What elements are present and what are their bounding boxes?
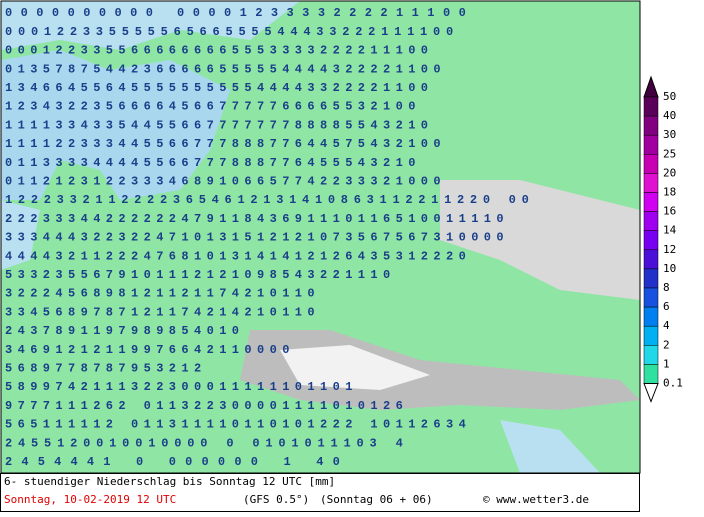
footer-model: (GFS 0.5°) [243,493,309,506]
value-row: 01121231223334689106657742233321000 [5,174,446,188]
value-row: 5332355679101112121098543221110 [5,268,396,282]
legend-label: 40 [663,109,676,122]
sea [500,420,600,473]
value-row: 11112233344556677788877644575432100 [5,137,446,151]
legend-label: 18 [663,186,676,199]
value-row: 565111112 011311110110101222 10112634 [5,418,471,432]
value-row: 1346645564555555555544443322221100 [5,81,433,95]
value-row: 0001223355666666665553333222211100 [5,44,433,58]
value-row: 01357875442366666555554444322221100 [5,62,446,76]
legend-label: 30 [663,128,676,141]
legend-label: 25 [663,147,676,160]
value-row: 2455120010010000 0 0101011103 4 [5,436,408,450]
value-row: 011333344445566777888776455543210 [5,156,421,170]
legend-swatch [643,115,659,136]
value-row: 5689778787953212 [5,361,207,375]
legend-swatch [643,287,659,308]
legend-label: 10 [663,262,676,275]
sea [1,50,230,200]
value-row: 3345689787121174214210110 [5,305,320,319]
legend-swatch [643,173,659,193]
value-row: 5899742111322300011111101101 [5,380,358,394]
legend-swatch [643,249,659,270]
legend-label: 0.1 [663,377,683,390]
legend-swatch [643,325,659,346]
footer-run: (Sonntag 06 + 06) [320,493,433,506]
legend-arrow [643,383,659,403]
legend-label: 14 [663,224,677,237]
legend-swatch [643,268,659,289]
legend-label: 16 [663,205,676,218]
legend-swatch [643,96,659,117]
legend-swatch [643,306,659,327]
value-row: 00012233555556566555544433222111100 [5,25,459,39]
legend-label: 6 [663,300,670,313]
legend-label: 4 [663,319,670,332]
value-row: 2454441 0 000000 1 40 [5,455,345,469]
legend-swatch [643,345,659,365]
value-row: 1111334335445566777777788885543210 [5,118,433,132]
value-row: 3334443223224710131512121073567567310000 [5,231,509,245]
legend-label: 8 [663,281,670,294]
legend-label: 50 [663,90,676,103]
legend-swatch [643,154,659,174]
legend-label: 12 [663,243,676,256]
legend-swatch [643,211,659,231]
sea [1,1,300,50]
alps-snow [280,345,430,390]
legend-swatch [643,192,659,212]
value-row: 3222456898121121174210110 [5,287,320,301]
highland [440,180,640,300]
value-row: 0000000000 0000123333222211100 [5,6,471,20]
value-row: 12223321122223654612131410863112211220 0… [5,193,534,207]
legend-swatch [643,134,659,155]
legend: 50 40 30 25 20 18 16 14 12 10 8 6 4 2 1 0.1 [643,75,683,403]
footer-title: 6- stuendiger Niederschlag bis Sonntag 1… [4,475,335,488]
precip-values: 0000000000 0000123333222211100 000122335… [5,6,534,469]
value-row: 4444321122247681013141412126435312220 [5,249,471,263]
legend-swatch [643,230,659,251]
value-row: 2437891197989854010 [5,324,244,338]
footer-box [0,473,640,512]
value-row: 34691212119976642110000 [5,343,295,357]
legend-label: 20 [663,166,676,179]
legend-label: 2 [663,338,670,351]
sea [1,200,40,270]
legend-label: 1 [663,357,670,370]
value-row: 123432235666645667777766665532100 [5,100,421,114]
value-row: 2223334422222247911843691110116510011110 [5,212,509,226]
footer-copyright: © www.wetter3.de [483,493,589,506]
value-row: 9777111262 011322300001111010126 [5,399,408,413]
footer-date: Sonntag, 10-02-2019 12 UTC [4,493,176,506]
map [0,0,641,474]
legend-swatch [643,364,659,384]
